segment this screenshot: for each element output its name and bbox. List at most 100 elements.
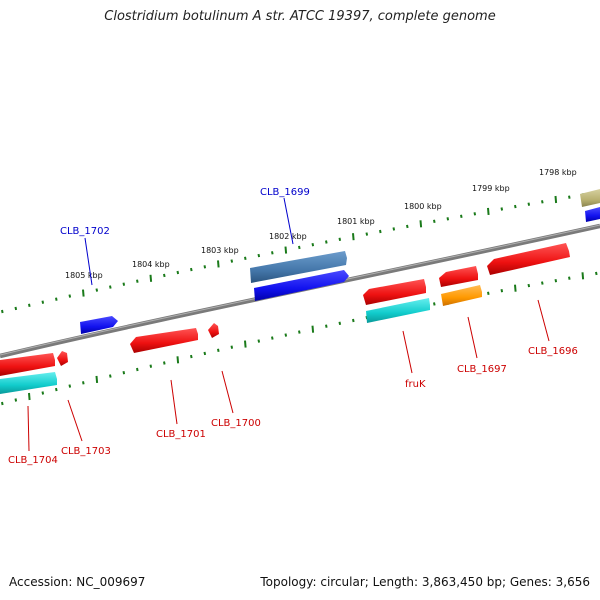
minor-tick [122, 282, 126, 286]
major-tick [311, 325, 315, 333]
major-tick [554, 195, 558, 204]
minor-tick [257, 253, 261, 258]
gene-label-clb-1700[interactable]: CLB_1700 [211, 418, 261, 429]
minor-tick [28, 303, 31, 307]
minor-tick [311, 243, 315, 247]
gene-edge-blue-arrow[interactable] [585, 207, 600, 222]
minor-tick [352, 318, 355, 323]
minor-tick [568, 195, 571, 199]
gene-frukl-red-arrow[interactable] [363, 279, 426, 305]
scale-label-1802: 1802 kbp [269, 232, 307, 241]
minor-tick [406, 224, 409, 229]
minor-tick [338, 321, 342, 325]
minor-tick [271, 251, 274, 255]
gene-clb-1704-red-arrow[interactable] [0, 353, 55, 376]
gene-clb-1701-arrow[interactable] [130, 328, 198, 353]
gene-clb-1704-cyan-arrow[interactable] [0, 372, 57, 394]
minor-tick [500, 207, 504, 211]
minor-tick [68, 294, 72, 298]
minor-tick [527, 283, 531, 288]
minor-tick [514, 204, 517, 209]
minor-tick [68, 384, 72, 388]
gene-clb-1696-arrow[interactable] [487, 243, 570, 275]
leader-lines [27, 197, 550, 452]
major-tick [95, 375, 99, 383]
minor-tick [122, 371, 126, 375]
gene-label-clb-1702[interactable]: CLB_1702 [60, 226, 110, 237]
gene-label-clb-1697[interactable]: CLB_1697 [457, 364, 507, 375]
minor-tick [433, 219, 436, 223]
major-tick [581, 272, 585, 280]
minor-tick [554, 279, 558, 283]
gene-clb-1702-arrow[interactable] [80, 316, 118, 334]
minor-tick [1, 309, 4, 314]
gene-clb-1700-arrow[interactable] [208, 323, 219, 338]
minor-tick [14, 306, 18, 311]
minor-tick [190, 354, 193, 359]
minor-tick [500, 289, 504, 293]
genome-stats-text: Topology: circular; Length: 3,863,450 bp… [260, 575, 590, 589]
minor-tick [176, 270, 180, 275]
major-tick [284, 246, 288, 254]
minor-tick [379, 229, 382, 234]
plus-strand-ticks [1, 190, 598, 314]
minor-tick [338, 237, 342, 241]
gene-edge-olive-arrow[interactable] [580, 189, 600, 207]
accession-text: Accession: NC_009697 [9, 575, 146, 589]
gene-label-clb-1703[interactable]: CLB_1703 [61, 446, 111, 457]
major-tick [28, 392, 31, 401]
gene-label-clb-1696[interactable]: CLB_1696 [528, 346, 578, 357]
minor-tick [163, 361, 166, 365]
minor-tick [325, 324, 328, 328]
scale-label-1801: 1801 kbp [337, 217, 375, 226]
minor-tick [365, 232, 369, 236]
gene-label-fruk[interactable]: fruK [405, 379, 426, 390]
gene-plus-blue-arrow[interactable] [254, 270, 349, 301]
minor-tick [568, 276, 571, 280]
minor-tick [298, 245, 301, 250]
minor-tick [136, 279, 139, 283]
minor-tick [109, 285, 112, 289]
gene-minus-red-small-arrow[interactable] [439, 266, 478, 287]
minor-tick [1, 401, 4, 406]
major-tick [487, 207, 490, 215]
minor-tick [473, 212, 477, 216]
gene-clb-1699-arrow[interactable] [250, 251, 347, 283]
minor-tick [217, 348, 220, 352]
major-tick [419, 220, 423, 228]
minor-tick [433, 302, 436, 306]
major-tick [352, 233, 355, 241]
minor-tick [541, 200, 544, 204]
scale-label-1803: 1803 kbp [201, 246, 239, 255]
minor-tick [527, 202, 531, 206]
major-tick [217, 260, 220, 268]
minor-tick [325, 240, 328, 244]
major-tick [244, 340, 247, 348]
minor-tick [487, 291, 490, 295]
minor-tick [595, 271, 598, 276]
minor-tick [190, 267, 193, 272]
minor-tick [163, 273, 166, 278]
gene-label-clb-1704[interactable]: CLB_1704 [8, 455, 58, 466]
minor-tick [136, 367, 139, 372]
gene-clb-1697-arrow[interactable] [441, 285, 482, 306]
gene-label-clb-1699[interactable]: CLB_1699 [260, 187, 310, 198]
scale-label-1804: 1804 kbp [132, 260, 170, 269]
major-tick [149, 274, 153, 282]
gene-clb-1703-arrow[interactable] [57, 351, 68, 366]
scale-label-1805: 1805 kbp [65, 271, 103, 280]
minor-tick [55, 387, 58, 392]
gene-label-clb-1701[interactable]: CLB_1701 [156, 429, 206, 440]
minor-tick [82, 381, 85, 385]
minor-tick [41, 300, 45, 304]
minor-tick [95, 288, 99, 292]
scale-label-1798: 1798 kbp [539, 168, 577, 177]
minor-tick [230, 259, 234, 263]
minor-tick [14, 398, 18, 402]
minor-tick [109, 374, 112, 378]
minor-tick [257, 339, 261, 343]
genome-title: Clostridium botulinum A str. ATCC 19397,… [104, 9, 496, 24]
major-tick [514, 284, 517, 292]
scale-label-1799: 1799 kbp [472, 184, 510, 193]
gene-fruk-cyan-arrow[interactable] [366, 298, 430, 323]
